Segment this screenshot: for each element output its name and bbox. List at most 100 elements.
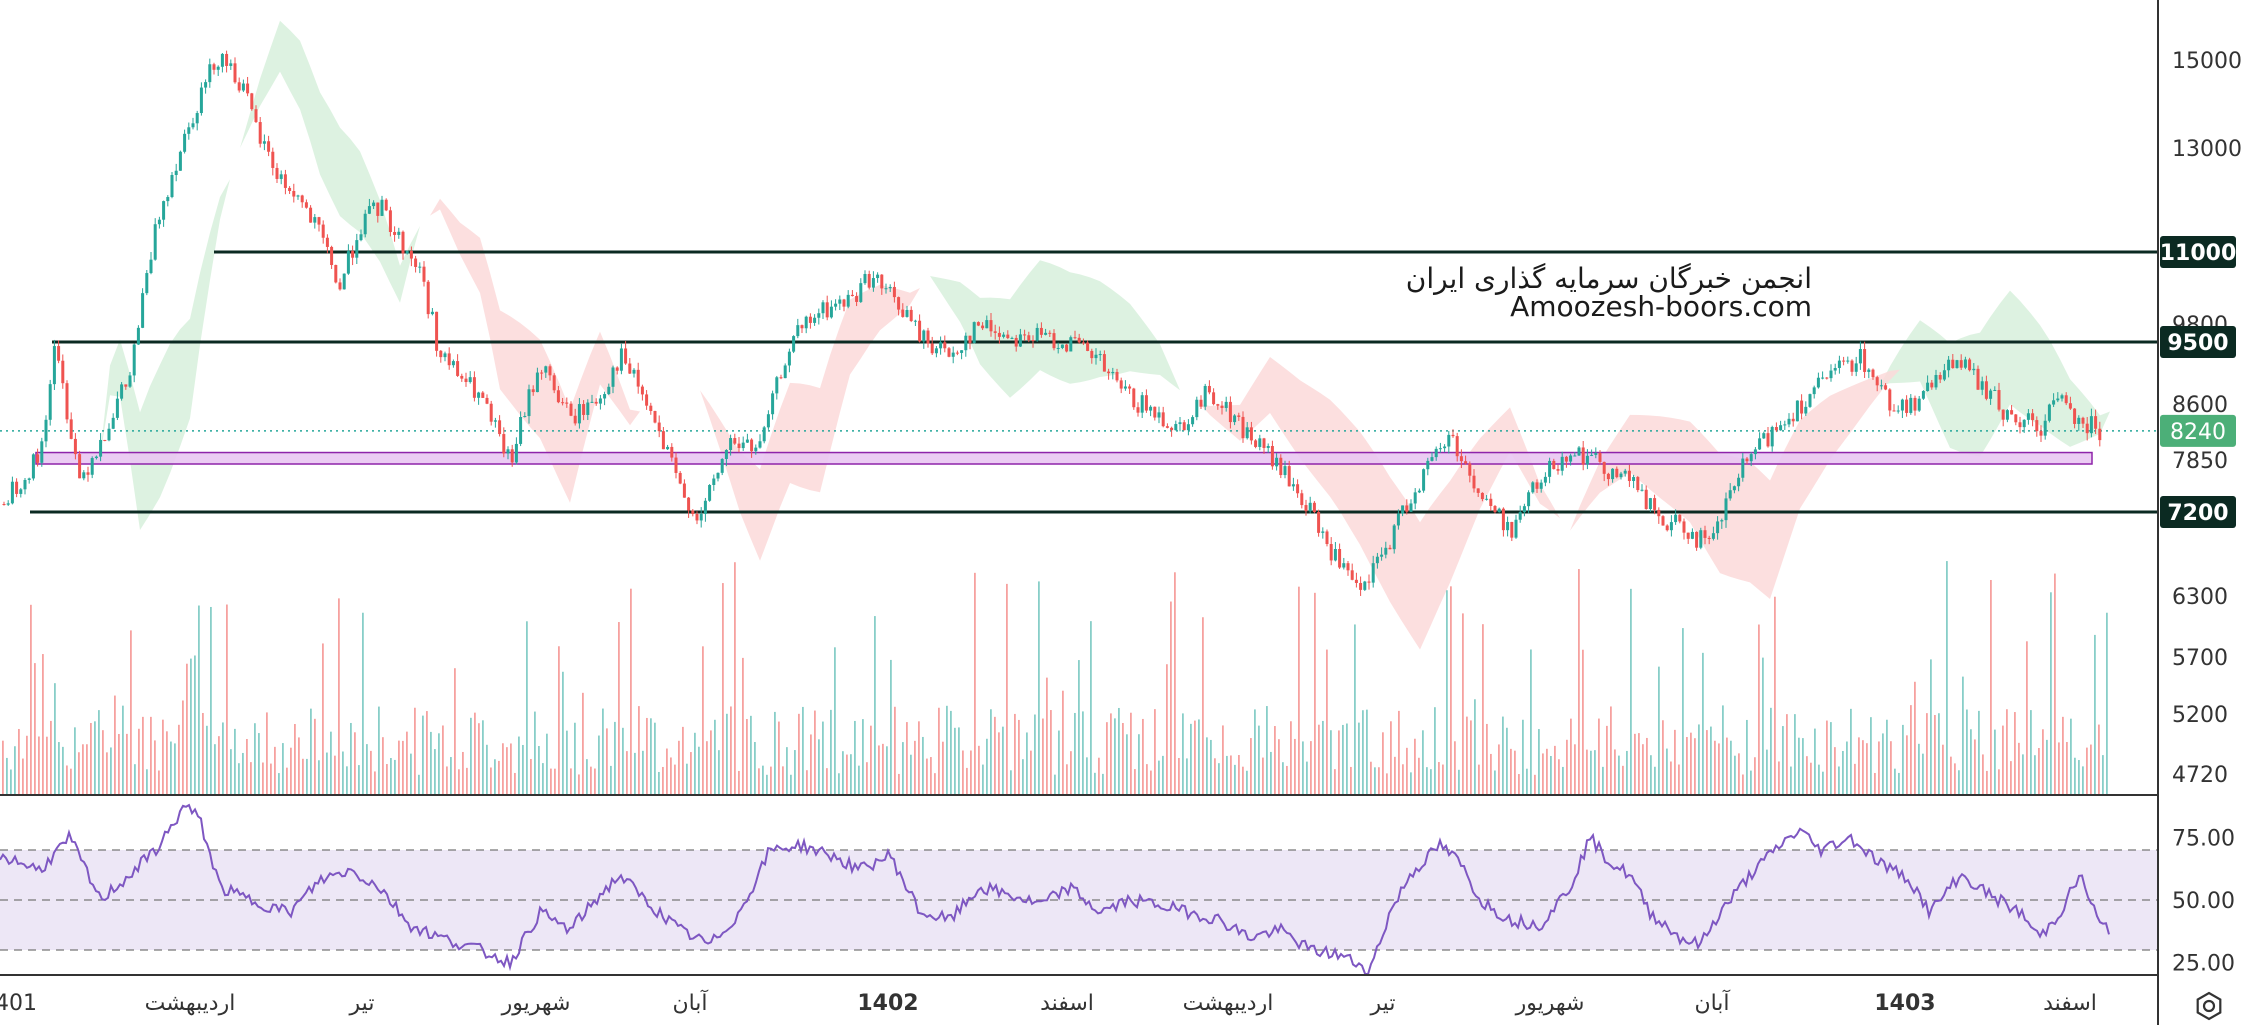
volume-bar bbox=[562, 671, 564, 795]
volume-bar bbox=[2102, 755, 2104, 795]
candle-body bbox=[1720, 520, 1724, 522]
volume-bar bbox=[142, 716, 144, 795]
volume-bar bbox=[826, 768, 828, 795]
candle-body bbox=[199, 87, 203, 114]
volume-bar bbox=[634, 752, 636, 795]
volume-bar bbox=[194, 655, 196, 795]
volume-bar bbox=[266, 712, 268, 795]
candle-body bbox=[955, 352, 959, 354]
rsi-tick: 50.00 bbox=[2172, 889, 2235, 914]
candle-body bbox=[1909, 397, 1913, 413]
candle-body bbox=[1195, 399, 1199, 418]
volume-bar bbox=[1150, 770, 1152, 795]
volume-bar bbox=[1174, 572, 1176, 795]
candle-body bbox=[1955, 360, 1959, 369]
candle-body bbox=[1863, 349, 1867, 372]
volume-bar bbox=[1802, 738, 1804, 795]
candle-body bbox=[724, 449, 728, 459]
candle-body bbox=[876, 274, 880, 279]
volume-bar bbox=[1666, 748, 1668, 795]
candle-body bbox=[716, 472, 720, 479]
candle-body bbox=[1485, 498, 1489, 500]
candle-body bbox=[687, 497, 691, 511]
volume-bar bbox=[6, 757, 8, 795]
volume-bar bbox=[662, 766, 664, 795]
candle-body bbox=[2056, 398, 2060, 401]
volume-bar bbox=[2098, 724, 2100, 795]
settings-button[interactable] bbox=[2196, 991, 2222, 1021]
candle-body bbox=[695, 513, 699, 521]
candle-body bbox=[107, 428, 111, 441]
volume-bar bbox=[1766, 749, 1768, 795]
candle-body bbox=[31, 454, 35, 479]
volume-bar bbox=[2026, 641, 2028, 795]
candle-body bbox=[787, 351, 791, 366]
volume-bar bbox=[1958, 770, 1960, 795]
candle-body bbox=[246, 83, 250, 94]
candle-body bbox=[1543, 476, 1547, 483]
candle-body bbox=[1993, 390, 1997, 392]
volume-bar bbox=[1806, 756, 1808, 795]
volume-bar bbox=[1582, 649, 1584, 795]
volume-bar bbox=[1590, 750, 1592, 795]
time-label: تیر bbox=[1370, 991, 1396, 1016]
volume-bar bbox=[1714, 740, 1716, 795]
candle-body bbox=[565, 402, 569, 404]
candle-body bbox=[288, 187, 292, 191]
candle-body bbox=[1686, 532, 1690, 539]
volume-bar bbox=[654, 722, 656, 795]
volume-bar bbox=[98, 710, 100, 795]
volume-bar bbox=[594, 768, 596, 795]
candle-body bbox=[338, 282, 342, 290]
candle-body bbox=[1737, 477, 1741, 487]
candle-body bbox=[1275, 457, 1279, 467]
candles bbox=[2, 50, 2102, 596]
volume-bar bbox=[690, 752, 692, 795]
candle-body bbox=[1270, 445, 1274, 467]
gear-icon bbox=[2196, 991, 2222, 1021]
volume-bar bbox=[1702, 652, 1704, 795]
volume-bar bbox=[1178, 757, 1180, 795]
volume-bar bbox=[1110, 713, 1112, 795]
price-tick-15000: 15000 bbox=[2172, 49, 2242, 74]
candle-body bbox=[619, 348, 623, 371]
volume-bar bbox=[754, 742, 756, 795]
volume-bar bbox=[494, 759, 496, 795]
cloud-bear-0 bbox=[430, 198, 640, 503]
candle-body bbox=[1430, 457, 1434, 461]
volume-bar bbox=[1206, 737, 1208, 795]
candle-body bbox=[430, 311, 434, 315]
volume-bar bbox=[90, 722, 92, 795]
volume-bar bbox=[550, 768, 552, 795]
candle-body bbox=[1615, 468, 1619, 478]
volume-bar bbox=[1546, 748, 1548, 795]
volume-bar bbox=[1274, 726, 1276, 795]
candle-body bbox=[825, 302, 829, 318]
volume-bar bbox=[1090, 621, 1092, 795]
volume-bar bbox=[682, 726, 684, 795]
volume-bar bbox=[486, 744, 488, 795]
volume-bar bbox=[914, 740, 916, 795]
candle-body bbox=[1812, 387, 1816, 395]
price-tick-7850: 7850 bbox=[2172, 449, 2228, 474]
volume-bar bbox=[1298, 586, 1300, 795]
candle-body bbox=[166, 197, 170, 202]
candle-body bbox=[645, 394, 649, 406]
candle-body bbox=[1191, 417, 1195, 425]
candle-body bbox=[27, 478, 31, 480]
cloud-bull-2 bbox=[930, 260, 1180, 398]
volume-bar bbox=[1218, 763, 1220, 795]
volume-bar bbox=[954, 727, 956, 795]
candle-body bbox=[141, 293, 145, 328]
candle-body bbox=[1690, 531, 1694, 539]
volume-bar bbox=[2062, 716, 2064, 795]
candle-body bbox=[351, 251, 355, 258]
cloud-bull-3 bbox=[1880, 290, 2110, 457]
volume-bar bbox=[66, 765, 68, 795]
volume-bar bbox=[950, 710, 952, 795]
candle-body bbox=[443, 353, 447, 358]
volume-bar bbox=[1190, 723, 1192, 795]
cloud-bear-2 bbox=[1200, 357, 1560, 650]
candle-body bbox=[632, 369, 636, 374]
volume-bar bbox=[198, 605, 200, 795]
